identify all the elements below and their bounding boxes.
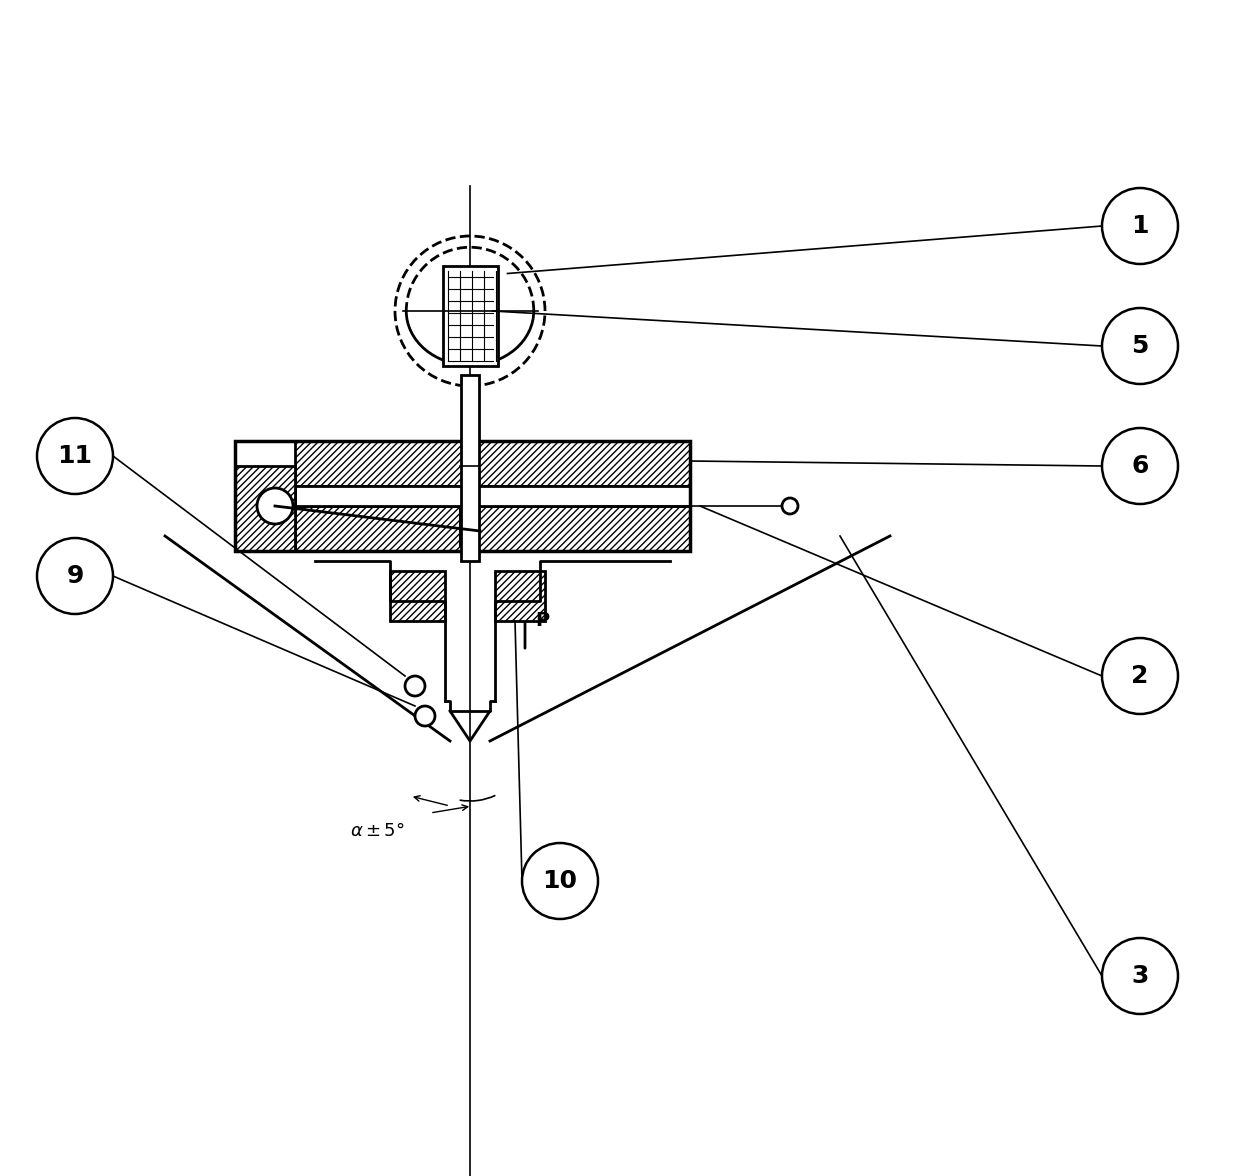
Text: P: P bbox=[534, 612, 549, 630]
Bar bbox=[461, 375, 479, 561]
Text: 5: 5 bbox=[1131, 334, 1148, 358]
Circle shape bbox=[1102, 938, 1178, 1014]
Bar bbox=[495, 572, 546, 621]
Bar bbox=[236, 441, 689, 552]
Text: 10: 10 bbox=[543, 869, 578, 893]
Bar bbox=[391, 572, 445, 621]
Circle shape bbox=[37, 537, 113, 614]
Circle shape bbox=[782, 497, 799, 514]
Circle shape bbox=[1102, 428, 1178, 505]
Text: 6: 6 bbox=[1131, 454, 1148, 477]
Circle shape bbox=[1102, 639, 1178, 714]
Circle shape bbox=[257, 488, 293, 524]
Circle shape bbox=[415, 706, 435, 726]
Text: 9: 9 bbox=[66, 564, 83, 588]
Bar bbox=[236, 466, 295, 552]
Bar bbox=[443, 266, 497, 366]
Text: $\alpha\pm5°$: $\alpha\pm5°$ bbox=[350, 822, 404, 840]
Circle shape bbox=[522, 843, 598, 918]
Bar bbox=[295, 506, 689, 552]
Text: 1: 1 bbox=[1131, 214, 1148, 238]
Circle shape bbox=[37, 417, 113, 494]
Circle shape bbox=[405, 676, 425, 696]
Text: 3: 3 bbox=[1131, 964, 1148, 988]
Bar bbox=[295, 441, 689, 486]
Bar bbox=[295, 486, 689, 506]
Circle shape bbox=[1102, 308, 1178, 385]
Text: 11: 11 bbox=[57, 445, 93, 468]
Text: 2: 2 bbox=[1131, 664, 1148, 688]
Circle shape bbox=[1102, 188, 1178, 263]
